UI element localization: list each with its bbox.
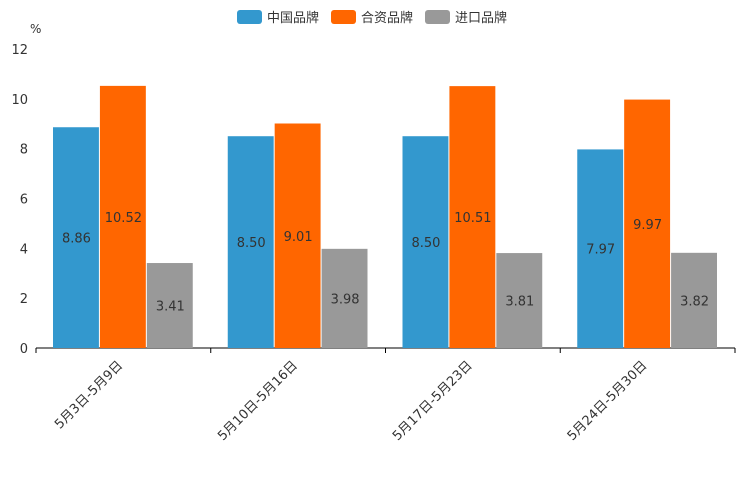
- bar-1-1: [274, 123, 321, 349]
- y-tick-label-4: 8: [20, 143, 28, 158]
- data-label-0-0: 8.86: [62, 232, 91, 247]
- data-label-1-0: 10.52: [105, 211, 142, 226]
- y-tick-label-3: 6: [20, 193, 28, 208]
- bar-1-2: [449, 86, 496, 349]
- bar-2-3: [671, 252, 717, 348]
- bar-0-3: [577, 149, 624, 348]
- data-label-2-0: 3.41: [156, 300, 185, 315]
- data-label-1-3: 9.97: [633, 218, 662, 233]
- data-label-2-3: 3.82: [680, 294, 709, 309]
- legend-swatch-series-1: [330, 9, 356, 24]
- legend-label-series-0: 中国品牌: [266, 11, 319, 26]
- legend-item-series-1[interactable]: 合资品牌: [330, 7, 413, 26]
- bar-2-1: [321, 248, 368, 348]
- y-tick-label-6: 12: [11, 43, 28, 58]
- legend-item-series-0[interactable]: 中国品牌: [236, 7, 319, 26]
- y-axis-unit-label: %: [30, 22, 42, 36]
- bar-0-0: [53, 127, 99, 348]
- data-label-0-1: 8.50: [237, 236, 266, 251]
- data-label-1-2: 10.51: [454, 211, 491, 226]
- legend-item-series-2[interactable]: 进口品牌: [425, 7, 507, 26]
- bar-2-0: [146, 263, 193, 348]
- bar-2-2: [496, 253, 543, 348]
- data-label-0-2: 8.50: [411, 236, 440, 251]
- legend-swatch-series-0: [236, 9, 262, 24]
- y-tick-label-5: 10: [11, 93, 28, 108]
- data-label-2-1: 3.98: [331, 292, 360, 307]
- data-label-1-1: 9.01: [284, 230, 313, 245]
- legend-label-series-2: 进口品牌: [455, 11, 508, 26]
- legend-label-series-1: 合资品牌: [360, 11, 413, 26]
- bar-0-2: [402, 136, 449, 348]
- bar-1-0: [99, 85, 146, 349]
- y-tick-label-1: 2: [20, 292, 28, 307]
- data-label-2-2: 3.81: [505, 295, 534, 310]
- chart-legend: 中国品牌 合资品牌 进口品牌: [0, 7, 744, 26]
- data-label-0-3: 7.97: [586, 243, 615, 258]
- bar-0-1: [227, 136, 274, 348]
- y-tick-label-0: 0: [20, 342, 28, 357]
- x-tick-label-1: 5月10日-5月16日: [215, 358, 301, 444]
- y-tick-label-2: 4: [20, 242, 28, 257]
- x-tick-label-2: 5月17日-5月23日: [390, 358, 476, 444]
- x-tick-label-3: 5月24日-5月30日: [565, 358, 651, 444]
- bar-1-3: [624, 99, 671, 348]
- x-tick-label-0: 5月3日-5月9日: [52, 358, 126, 432]
- legend-swatch-series-2: [425, 9, 450, 24]
